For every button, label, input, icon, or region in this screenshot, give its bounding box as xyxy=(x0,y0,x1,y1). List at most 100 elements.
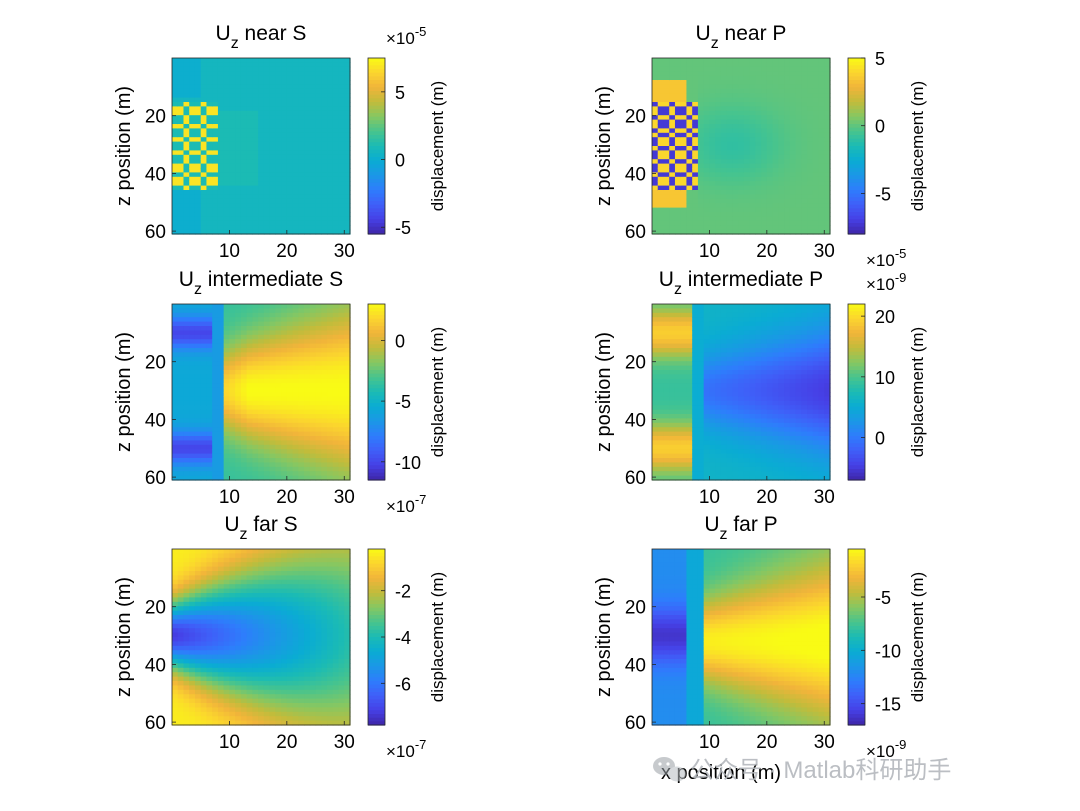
heatmap-cell xyxy=(344,176,351,182)
heatmap-cell xyxy=(321,194,328,200)
heatmap-cell xyxy=(778,137,785,143)
heatmap-cell xyxy=(680,58,688,63)
heatmap-cell xyxy=(281,387,288,393)
heatmap-cell xyxy=(246,137,253,143)
heatmap-cell xyxy=(784,378,791,384)
colorbar-segment xyxy=(848,153,865,158)
heatmap-cell xyxy=(292,146,299,151)
heatmap-cell xyxy=(669,321,676,327)
heatmap-cell xyxy=(177,361,185,367)
heatmap-cell xyxy=(720,88,728,94)
heatmap-cell xyxy=(286,203,294,209)
heatmap-cell xyxy=(703,137,711,143)
heatmap-cell xyxy=(709,317,716,323)
heatmap-cell xyxy=(321,392,328,397)
heatmap-cell xyxy=(663,361,670,367)
heatmap-cell xyxy=(229,312,236,318)
heatmap-cell xyxy=(692,422,699,428)
heatmap-cell xyxy=(715,75,722,81)
exponent-power: -5 xyxy=(415,24,427,39)
heatmap-cell xyxy=(812,159,820,165)
heatmap-cell xyxy=(726,93,733,99)
heatmap-cell xyxy=(286,449,294,455)
heatmap-cell xyxy=(761,378,768,384)
heatmap-cell xyxy=(304,304,311,309)
title-main: U xyxy=(179,268,194,291)
heatmap-cell xyxy=(657,66,665,72)
heatmap-cell xyxy=(344,339,351,345)
heatmap-cell xyxy=(309,75,317,81)
heatmap-cell xyxy=(235,62,242,68)
heatmap-cell xyxy=(263,110,271,116)
heatmap-cell xyxy=(755,458,762,463)
heatmap-cell xyxy=(327,194,334,200)
heatmap-cell xyxy=(258,348,265,353)
heatmap-cell xyxy=(749,339,756,345)
heatmap-cell xyxy=(240,400,248,406)
heatmap-cell xyxy=(801,176,808,182)
heatmap-cell xyxy=(206,190,213,195)
heatmap-cell xyxy=(321,80,328,85)
heatmap-cell xyxy=(304,458,311,463)
heatmap-cell xyxy=(252,352,259,358)
heatmap-cell xyxy=(246,400,253,406)
heatmap-cell xyxy=(172,330,179,336)
heatmap-cell xyxy=(749,471,756,477)
heatmap-cell xyxy=(212,71,219,77)
heatmap-cell xyxy=(298,110,305,116)
heatmap-cell xyxy=(321,225,328,231)
heatmap-cell xyxy=(669,154,676,160)
heatmap-cell xyxy=(200,168,208,173)
heatmap-cell xyxy=(275,115,282,121)
heatmap-cell xyxy=(749,132,756,138)
heatmap-cell xyxy=(281,132,288,138)
colorbar-segment xyxy=(368,65,385,70)
heatmap-cell xyxy=(801,146,808,151)
heatmap-cell xyxy=(663,475,670,481)
colorbar-segment xyxy=(848,120,865,125)
title-rest: intermediate S xyxy=(202,268,343,291)
heatmap-cell xyxy=(240,185,248,191)
heatmap-cell xyxy=(217,229,225,235)
heatmap-cell xyxy=(784,471,791,477)
heatmap-cell xyxy=(703,97,711,103)
heatmap-cell xyxy=(275,93,282,99)
heatmap-cell xyxy=(252,308,259,314)
heatmap-cell xyxy=(315,418,322,424)
heatmap-cell xyxy=(766,378,774,384)
heatmap-cell xyxy=(240,453,248,459)
heatmap-cell xyxy=(807,146,814,151)
heatmap-cell xyxy=(784,383,791,389)
heatmap-cell xyxy=(703,159,711,165)
heatmap-cell xyxy=(298,365,305,371)
heatmap-cell xyxy=(321,190,328,195)
heatmap-cell xyxy=(327,159,334,165)
heatmap-cell xyxy=(298,58,305,63)
heatmap-cell xyxy=(183,361,190,367)
heatmap-cell xyxy=(657,387,665,393)
heatmap-cell xyxy=(743,110,751,116)
heatmap-cell xyxy=(784,62,791,68)
heatmap-cell xyxy=(669,356,676,362)
heatmap-cell xyxy=(172,106,179,112)
heatmap-cell xyxy=(235,374,242,380)
heatmap-cell xyxy=(194,383,202,389)
y-axis-label: z position (m) xyxy=(113,86,135,206)
heatmap-cell xyxy=(680,106,688,112)
heatmap-cell xyxy=(235,304,242,309)
heatmap-cell xyxy=(784,124,791,129)
heatmap-cell xyxy=(657,203,665,209)
heatmap-cell xyxy=(761,436,768,441)
heatmap-cell xyxy=(697,361,705,367)
heatmap-cell xyxy=(194,444,202,450)
heatmap-cell xyxy=(258,71,265,77)
colorbar-segment xyxy=(368,425,385,430)
heatmap-cell xyxy=(183,330,190,336)
heatmap-cell xyxy=(269,132,276,138)
heatmap-cell xyxy=(258,383,265,389)
heatmap-cell xyxy=(252,84,259,90)
heatmap-cell xyxy=(652,97,659,103)
heatmap-cell xyxy=(692,414,699,419)
heatmap-cell xyxy=(332,203,340,209)
heatmap-cell xyxy=(674,352,682,358)
